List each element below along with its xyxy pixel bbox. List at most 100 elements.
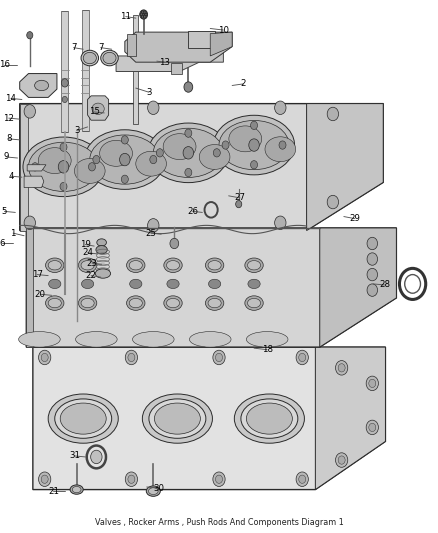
Circle shape	[41, 353, 48, 361]
Text: 15: 15	[88, 108, 100, 116]
Text: 7: 7	[71, 43, 76, 52]
Polygon shape	[116, 47, 223, 71]
Ellipse shape	[38, 148, 71, 174]
Ellipse shape	[265, 137, 296, 161]
Text: 1: 1	[11, 229, 16, 238]
Ellipse shape	[70, 485, 83, 494]
Circle shape	[148, 101, 159, 115]
Circle shape	[369, 423, 376, 432]
Ellipse shape	[46, 258, 64, 272]
Text: 30: 30	[153, 483, 164, 492]
Text: 19: 19	[80, 240, 91, 249]
Circle shape	[24, 216, 35, 230]
Circle shape	[185, 129, 192, 138]
Ellipse shape	[208, 261, 221, 270]
Text: 23: 23	[86, 259, 98, 268]
Text: 10: 10	[218, 26, 229, 35]
Circle shape	[24, 104, 35, 118]
Text: 3: 3	[146, 88, 152, 96]
Circle shape	[367, 268, 378, 281]
Text: 2: 2	[240, 79, 246, 88]
Polygon shape	[315, 347, 385, 490]
Ellipse shape	[167, 279, 179, 288]
Ellipse shape	[46, 296, 64, 310]
Ellipse shape	[90, 135, 160, 184]
Text: 29: 29	[350, 214, 360, 223]
Circle shape	[367, 237, 378, 250]
Ellipse shape	[78, 296, 97, 310]
Ellipse shape	[76, 332, 117, 347]
Circle shape	[91, 450, 102, 464]
Ellipse shape	[166, 298, 180, 308]
Circle shape	[213, 472, 225, 487]
Ellipse shape	[96, 246, 107, 254]
Text: 3: 3	[74, 126, 79, 135]
Polygon shape	[26, 228, 396, 347]
Ellipse shape	[84, 130, 165, 189]
Circle shape	[185, 168, 192, 176]
Circle shape	[39, 472, 51, 487]
Polygon shape	[188, 31, 215, 47]
Text: 25: 25	[145, 229, 157, 238]
Circle shape	[145, 13, 147, 16]
Circle shape	[125, 350, 138, 365]
Circle shape	[369, 379, 376, 387]
Ellipse shape	[74, 158, 105, 183]
Circle shape	[275, 216, 286, 230]
Ellipse shape	[81, 50, 99, 66]
Text: 6: 6	[0, 239, 5, 248]
Polygon shape	[127, 34, 136, 56]
Text: 28: 28	[379, 280, 390, 289]
Polygon shape	[307, 103, 383, 231]
Circle shape	[141, 11, 144, 14]
Ellipse shape	[205, 258, 224, 272]
Ellipse shape	[245, 258, 263, 272]
Ellipse shape	[229, 126, 261, 152]
Circle shape	[327, 195, 339, 209]
Ellipse shape	[28, 142, 99, 191]
Polygon shape	[133, 14, 138, 124]
Polygon shape	[171, 63, 182, 74]
Circle shape	[336, 361, 348, 375]
Ellipse shape	[83, 52, 96, 64]
Ellipse shape	[101, 50, 118, 66]
Text: 26: 26	[187, 207, 198, 216]
Circle shape	[121, 136, 128, 144]
Circle shape	[299, 475, 306, 483]
Ellipse shape	[18, 332, 60, 347]
Circle shape	[140, 13, 143, 16]
Circle shape	[215, 353, 223, 361]
Ellipse shape	[48, 261, 61, 270]
Ellipse shape	[81, 279, 94, 288]
Text: 27: 27	[234, 193, 246, 203]
Ellipse shape	[132, 332, 174, 347]
Circle shape	[144, 15, 146, 18]
Circle shape	[88, 163, 95, 171]
Circle shape	[251, 160, 258, 169]
Text: 8: 8	[6, 134, 11, 143]
Circle shape	[128, 353, 135, 361]
Ellipse shape	[129, 261, 142, 270]
Ellipse shape	[55, 399, 112, 438]
Text: 12: 12	[3, 114, 14, 123]
Circle shape	[156, 149, 163, 157]
Text: 18: 18	[261, 345, 273, 354]
Circle shape	[61, 79, 68, 87]
Circle shape	[251, 121, 258, 130]
Text: 16: 16	[0, 60, 10, 69]
Circle shape	[60, 182, 67, 191]
Circle shape	[32, 163, 39, 171]
Ellipse shape	[127, 296, 145, 310]
Ellipse shape	[246, 403, 293, 434]
Circle shape	[222, 141, 229, 149]
Circle shape	[62, 96, 67, 102]
Ellipse shape	[146, 486, 160, 496]
Ellipse shape	[127, 258, 145, 272]
Circle shape	[27, 31, 33, 39]
Ellipse shape	[129, 298, 142, 308]
Ellipse shape	[23, 137, 104, 197]
Circle shape	[213, 350, 225, 365]
Text: 13: 13	[159, 58, 170, 67]
Ellipse shape	[148, 488, 158, 495]
Circle shape	[213, 149, 220, 157]
